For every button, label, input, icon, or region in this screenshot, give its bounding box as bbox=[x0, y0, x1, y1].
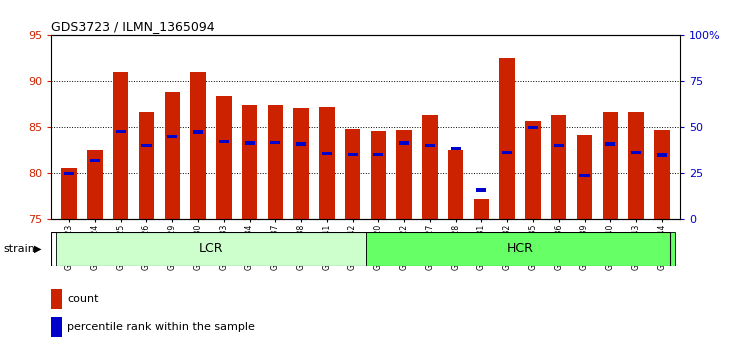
Bar bbox=[551, 115, 567, 219]
Text: GDS3723 / ILMN_1365094: GDS3723 / ILMN_1365094 bbox=[51, 20, 215, 33]
Text: LCR: LCR bbox=[199, 242, 223, 255]
Bar bbox=[425, 144, 435, 148]
Bar bbox=[139, 112, 154, 219]
Bar bbox=[345, 129, 360, 219]
Bar bbox=[654, 130, 670, 219]
Bar bbox=[61, 168, 77, 219]
Bar bbox=[216, 96, 232, 219]
Bar bbox=[164, 92, 180, 219]
Bar bbox=[423, 115, 438, 219]
Bar bbox=[113, 72, 129, 219]
Bar bbox=[448, 150, 463, 219]
Bar bbox=[348, 153, 357, 156]
Text: HCR: HCR bbox=[507, 242, 534, 255]
Bar bbox=[499, 58, 515, 219]
Bar bbox=[319, 107, 335, 219]
Bar bbox=[51, 289, 62, 309]
Bar bbox=[577, 135, 592, 219]
Bar bbox=[477, 188, 486, 192]
Bar bbox=[580, 174, 589, 177]
Bar bbox=[605, 142, 616, 145]
Bar bbox=[474, 199, 489, 219]
Bar bbox=[399, 142, 409, 145]
Bar bbox=[526, 121, 541, 219]
Bar bbox=[242, 105, 257, 219]
Bar bbox=[374, 153, 383, 156]
Bar bbox=[167, 135, 178, 138]
Bar bbox=[293, 108, 308, 219]
Bar bbox=[56, 232, 365, 266]
Bar bbox=[245, 142, 254, 145]
Bar bbox=[629, 112, 644, 219]
Bar bbox=[528, 126, 538, 129]
Bar bbox=[396, 130, 412, 219]
Bar bbox=[502, 151, 512, 154]
Bar bbox=[87, 150, 102, 219]
Bar bbox=[553, 144, 564, 148]
Bar bbox=[115, 130, 126, 133]
Bar bbox=[193, 130, 203, 134]
Text: ▶: ▶ bbox=[34, 244, 42, 254]
Bar bbox=[219, 139, 229, 143]
Bar bbox=[90, 159, 100, 162]
Bar bbox=[296, 142, 306, 145]
Bar bbox=[656, 153, 667, 157]
Bar bbox=[322, 152, 332, 155]
Bar bbox=[631, 151, 641, 154]
Text: strain: strain bbox=[4, 244, 36, 254]
Bar bbox=[270, 141, 281, 144]
Bar bbox=[366, 232, 675, 266]
Text: count: count bbox=[67, 294, 99, 304]
Bar bbox=[190, 72, 205, 219]
Bar bbox=[64, 172, 75, 175]
Bar bbox=[371, 131, 386, 219]
Bar bbox=[142, 144, 151, 148]
Bar bbox=[268, 105, 283, 219]
Bar bbox=[450, 147, 461, 150]
Bar bbox=[602, 112, 618, 219]
Text: percentile rank within the sample: percentile rank within the sample bbox=[67, 322, 255, 332]
Bar bbox=[51, 317, 62, 337]
